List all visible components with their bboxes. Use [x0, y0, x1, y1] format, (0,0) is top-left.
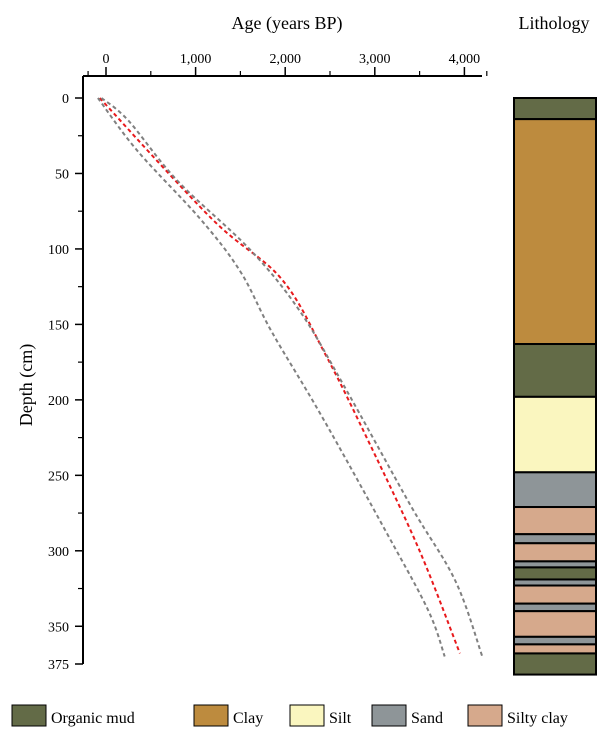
legend: Organic mud Clay Silt Sand Silty clay — [11, 704, 568, 727]
legend-swatch — [371, 704, 407, 727]
legend-label: Clay — [233, 710, 263, 727]
lithology-layer-organic-mud — [513, 343, 597, 398]
lithology-layer-sand — [513, 635, 597, 646]
series-line-median — [98, 97, 461, 654]
x-tick-label: 4,000 — [449, 52, 481, 67]
y-axis-title: Depth (cm) — [16, 344, 37, 426]
series-line-bound — [100, 97, 484, 657]
lithology-layer-silty-clay — [513, 542, 597, 563]
y-tick-label: 0 — [62, 92, 69, 107]
lithology-layer-sand — [513, 602, 597, 613]
legend-swatch — [11, 704, 47, 727]
y-tick-label: 50 — [55, 167, 69, 182]
lithology-column: Lithology — [513, 13, 597, 676]
legend-entry-clay: Clay — [193, 704, 263, 727]
x-tick-label: 1,000 — [180, 52, 212, 67]
legend-entry-silty-clay: Silty clay — [467, 704, 568, 727]
series-line-bound — [97, 97, 446, 657]
lithology-layer-silty-clay — [513, 584, 597, 605]
lithology-layer-silty-clay — [513, 506, 597, 536]
y-tick-label: 250 — [48, 469, 69, 484]
y-tick-label: 350 — [48, 620, 69, 635]
lithology-layer-organic-mud — [513, 566, 597, 581]
legend-label: Sand — [411, 710, 443, 727]
x-ticks: 0 1,000 2,000 3,000 4,000 — [87, 52, 488, 76]
legend-label: Silt — [329, 710, 352, 727]
lithology-title: Lithology — [519, 13, 590, 33]
y-ticks: 0 50 100 150 200 250 300 350 375 — [48, 92, 83, 673]
x-tick-label: 2,000 — [269, 52, 301, 67]
y-tick-label: 150 — [48, 318, 69, 333]
series-group — [97, 97, 484, 657]
lithology-layer-sand — [513, 533, 597, 545]
x-axis-title: Age (years BP) — [232, 13, 343, 34]
legend-entry-sand: Sand — [371, 704, 443, 727]
plot-axes: 0 1,000 2,000 3,000 4,000 0 50 100 150 200 250 300… — [16, 13, 488, 673]
lithology-layer-sand — [513, 471, 597, 509]
lithology-layer-organic-mud — [513, 652, 597, 676]
legend-swatch — [467, 704, 503, 727]
lithology-layer-silt — [513, 395, 597, 474]
lithology-layers — [513, 97, 597, 676]
y-tick-label: 100 — [48, 243, 69, 258]
legend-label: Organic mud — [51, 710, 135, 727]
x-tick-label: 3,000 — [359, 52, 391, 67]
legend-entry-organic-mud: Organic mud — [11, 704, 135, 727]
lithology-layer-silty-clay — [513, 610, 597, 638]
legend-entry-silt: Silt — [289, 704, 352, 727]
lithology-layer-clay — [513, 118, 597, 346]
x-tick-label: 0 — [103, 52, 110, 67]
legend-swatch — [193, 704, 229, 727]
lithology-layer-silty-clay — [513, 643, 597, 655]
y-tick-label: 200 — [48, 394, 69, 409]
y-tick-label: 300 — [48, 545, 69, 560]
legend-label: Silty clay — [507, 710, 568, 727]
legend-swatch — [289, 704, 325, 727]
lithology-layer-organic-mud — [513, 97, 597, 121]
y-tick-label: 375 — [48, 658, 69, 673]
